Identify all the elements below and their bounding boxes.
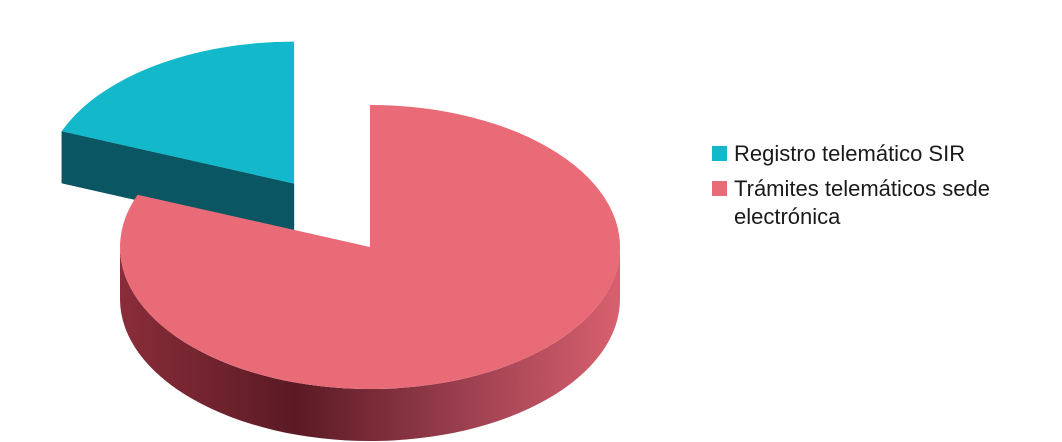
legend-item-registro: Registro telemático SIR [712, 140, 1057, 168]
legend-swatch-tramites [712, 181, 727, 196]
legend-item-tramites: Trámites telemáticos sede electrónica [712, 175, 1057, 231]
slice-registro-edge [61, 131, 295, 236]
slice-tramites-top [120, 105, 621, 389]
legend-swatch-registro [712, 146, 727, 161]
slice-tramites-side [120, 247, 620, 441]
legend-label-registro: Registro telemático SIR [734, 141, 966, 166]
legend: Registro telemático SIR Trámites telemát… [712, 140, 1057, 238]
legend-label-tramites: Trámites telemáticos sede electrónica [734, 176, 990, 229]
slice-registro-top [61, 41, 295, 184]
